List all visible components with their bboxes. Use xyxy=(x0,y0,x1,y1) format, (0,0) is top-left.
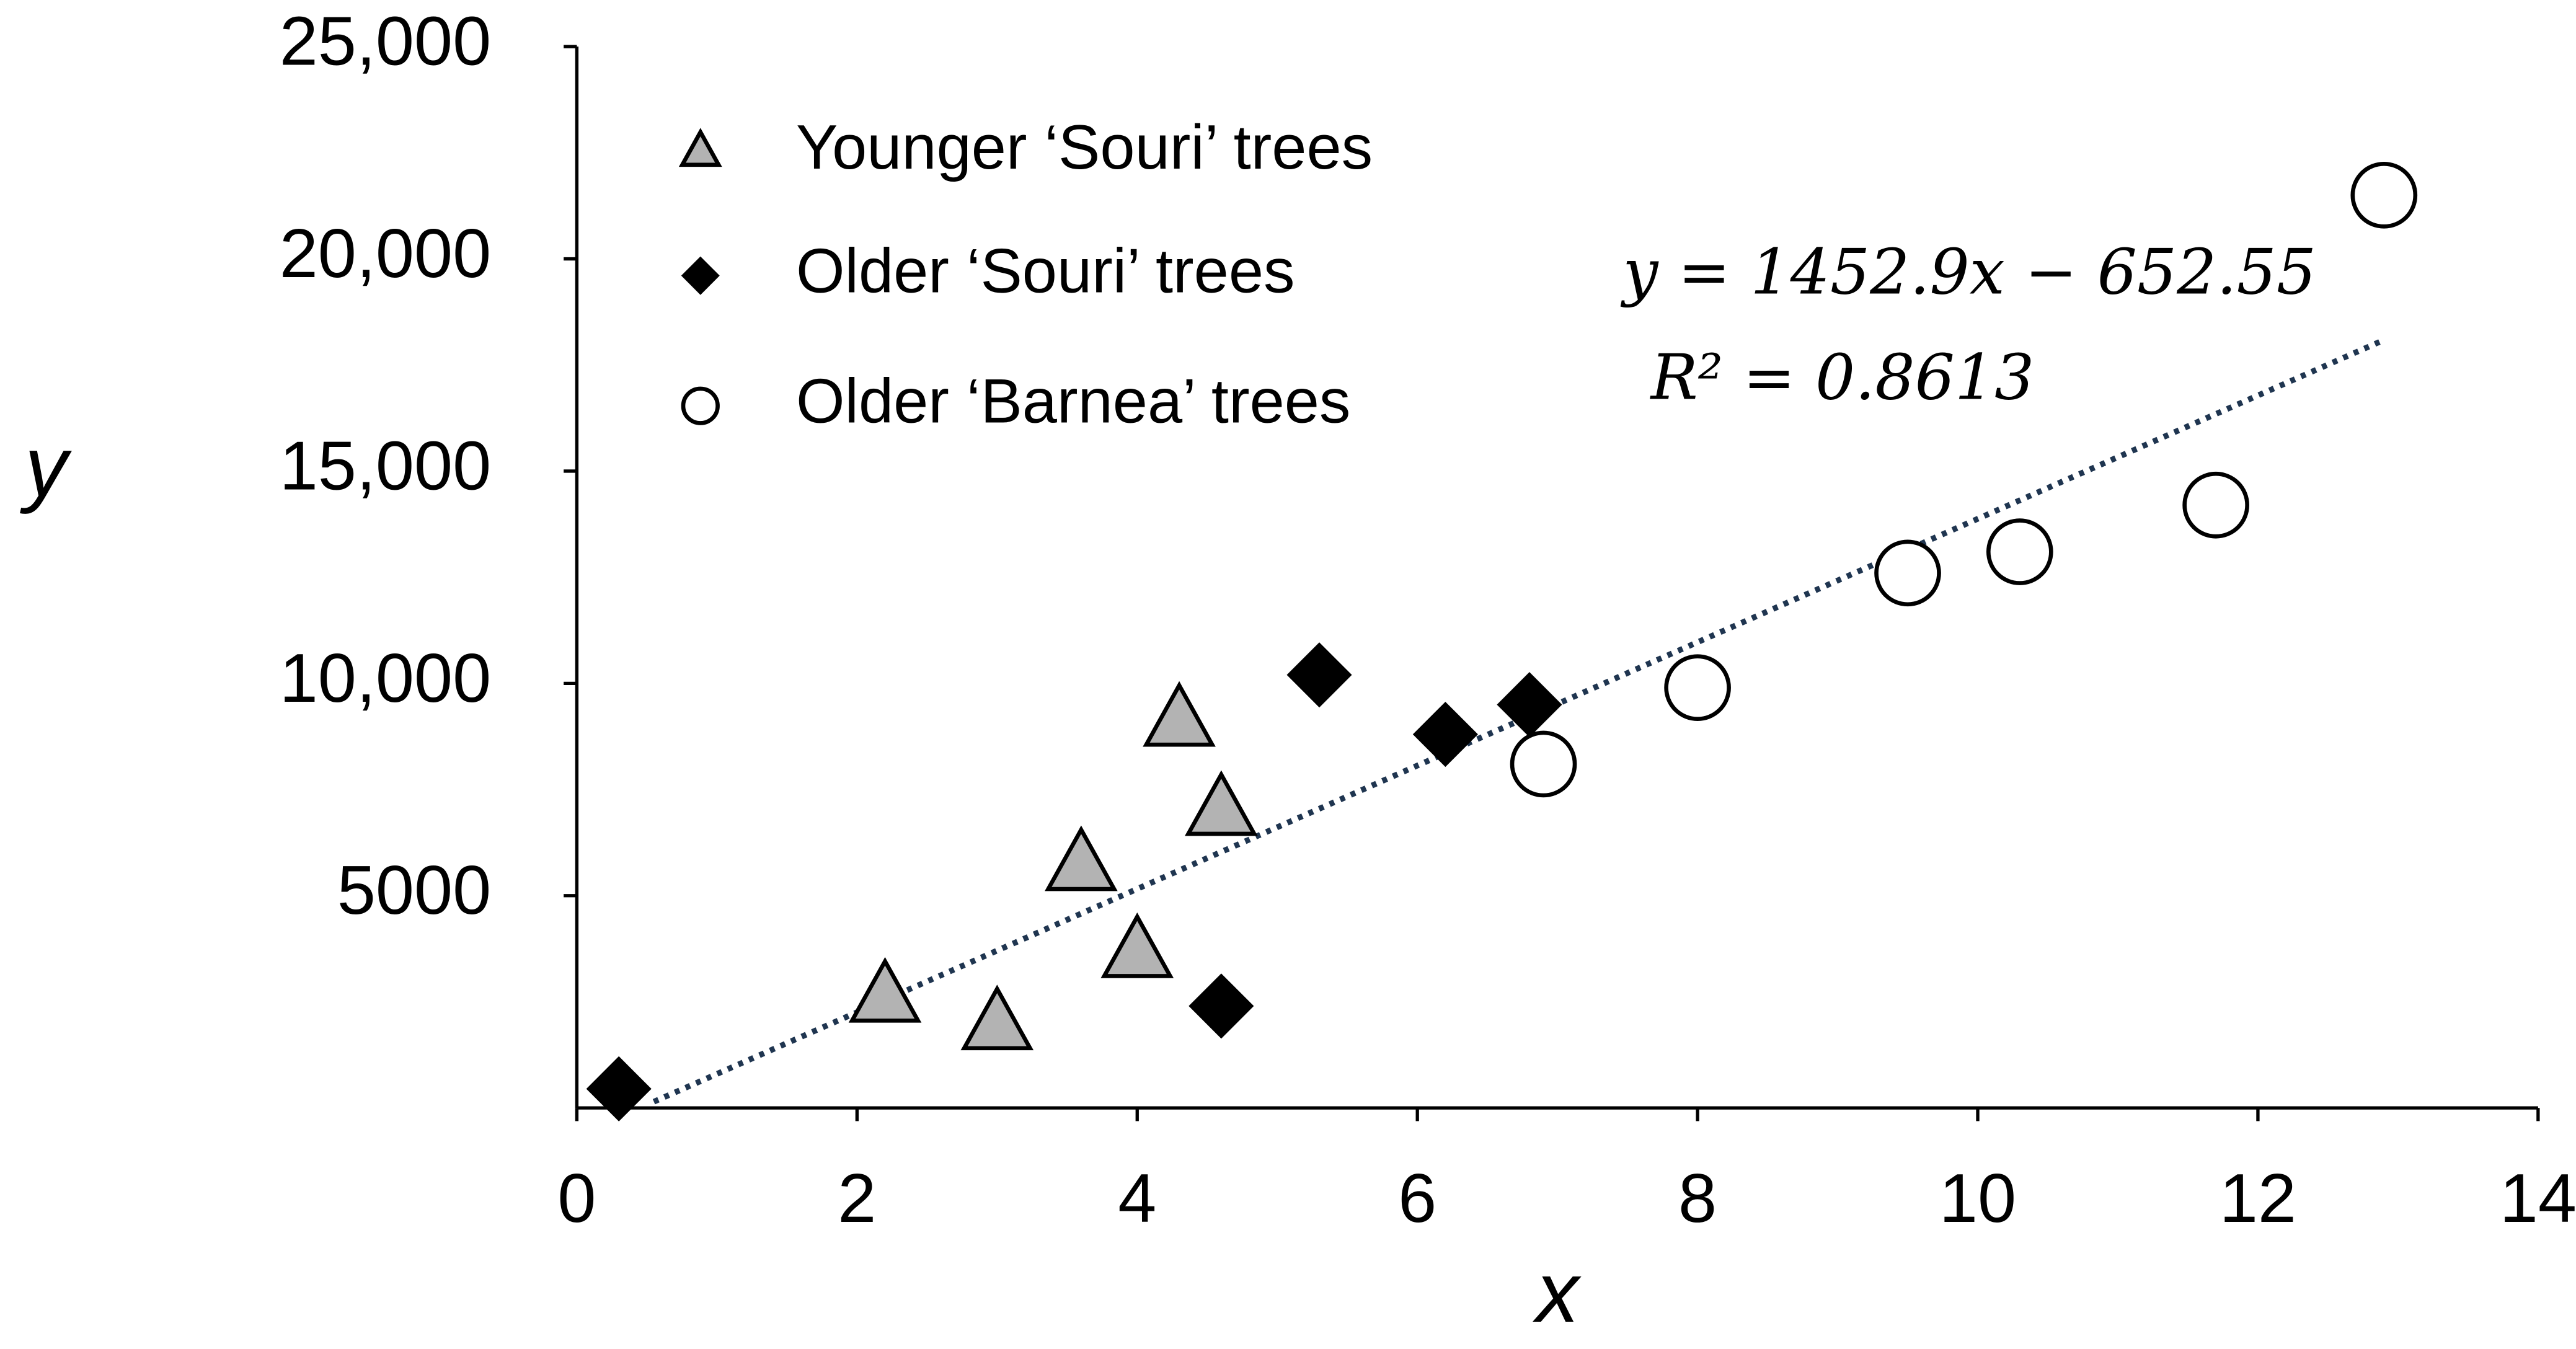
trendline xyxy=(652,337,2386,1105)
circle-marker xyxy=(2350,162,2418,229)
diamond-marker xyxy=(1188,973,1254,1039)
triangle-marker xyxy=(1185,770,1258,836)
y-tick-label: 25,000 xyxy=(280,2,491,80)
diamond-marker xyxy=(1497,672,1562,738)
y-tick-label: 20,000 xyxy=(280,215,491,292)
triangle-marker xyxy=(1143,681,1216,747)
x-tick-label: 0 xyxy=(557,1159,596,1237)
x-tick-label: 12 xyxy=(2220,1159,2296,1237)
triangle-marker xyxy=(960,984,1034,1051)
triangle-marker xyxy=(1045,825,1118,891)
diamond-marker xyxy=(1286,642,1352,708)
x-tick-label: 2 xyxy=(838,1159,876,1237)
triangle-marker xyxy=(848,957,922,1023)
diamond-marker xyxy=(586,1056,652,1121)
y-tick-label: 10,000 xyxy=(280,639,491,717)
trend-equation: y = 1452.9x − 652.55 xyxy=(1620,235,2316,308)
circle-marker xyxy=(1510,730,1577,798)
diamond-marker xyxy=(1412,701,1478,767)
x-tick-label: 14 xyxy=(2500,1159,2576,1237)
legend-label: Older ‘Souri’ trees xyxy=(796,236,1295,306)
trend-r-squared: R² = 0.8613 xyxy=(1650,341,2035,414)
x-tick-label: 4 xyxy=(1118,1159,1156,1237)
y-tick-label: 15,000 xyxy=(280,427,491,504)
legend-label: Younger ‘Souri’ trees xyxy=(796,113,1373,182)
circle-marker xyxy=(681,386,720,425)
y-axis-label: y xyxy=(20,419,73,515)
circle-marker xyxy=(1874,539,1941,607)
circle-marker xyxy=(1664,654,1731,722)
y-tick-label: 5000 xyxy=(337,851,491,929)
x-tick-label: 6 xyxy=(1398,1159,1436,1237)
circle-marker xyxy=(2182,471,2249,539)
circle-marker xyxy=(1986,518,2053,585)
x-tick-label: 10 xyxy=(1939,1159,2016,1237)
triangle-marker xyxy=(1100,912,1174,978)
triangle-marker xyxy=(678,128,722,167)
x-axis-label: x xyxy=(1533,1245,1582,1340)
x-tick-label: 8 xyxy=(1678,1159,1717,1237)
legend-label: Older ‘Barnea’ trees xyxy=(796,366,1350,436)
diamond-marker xyxy=(681,256,720,295)
